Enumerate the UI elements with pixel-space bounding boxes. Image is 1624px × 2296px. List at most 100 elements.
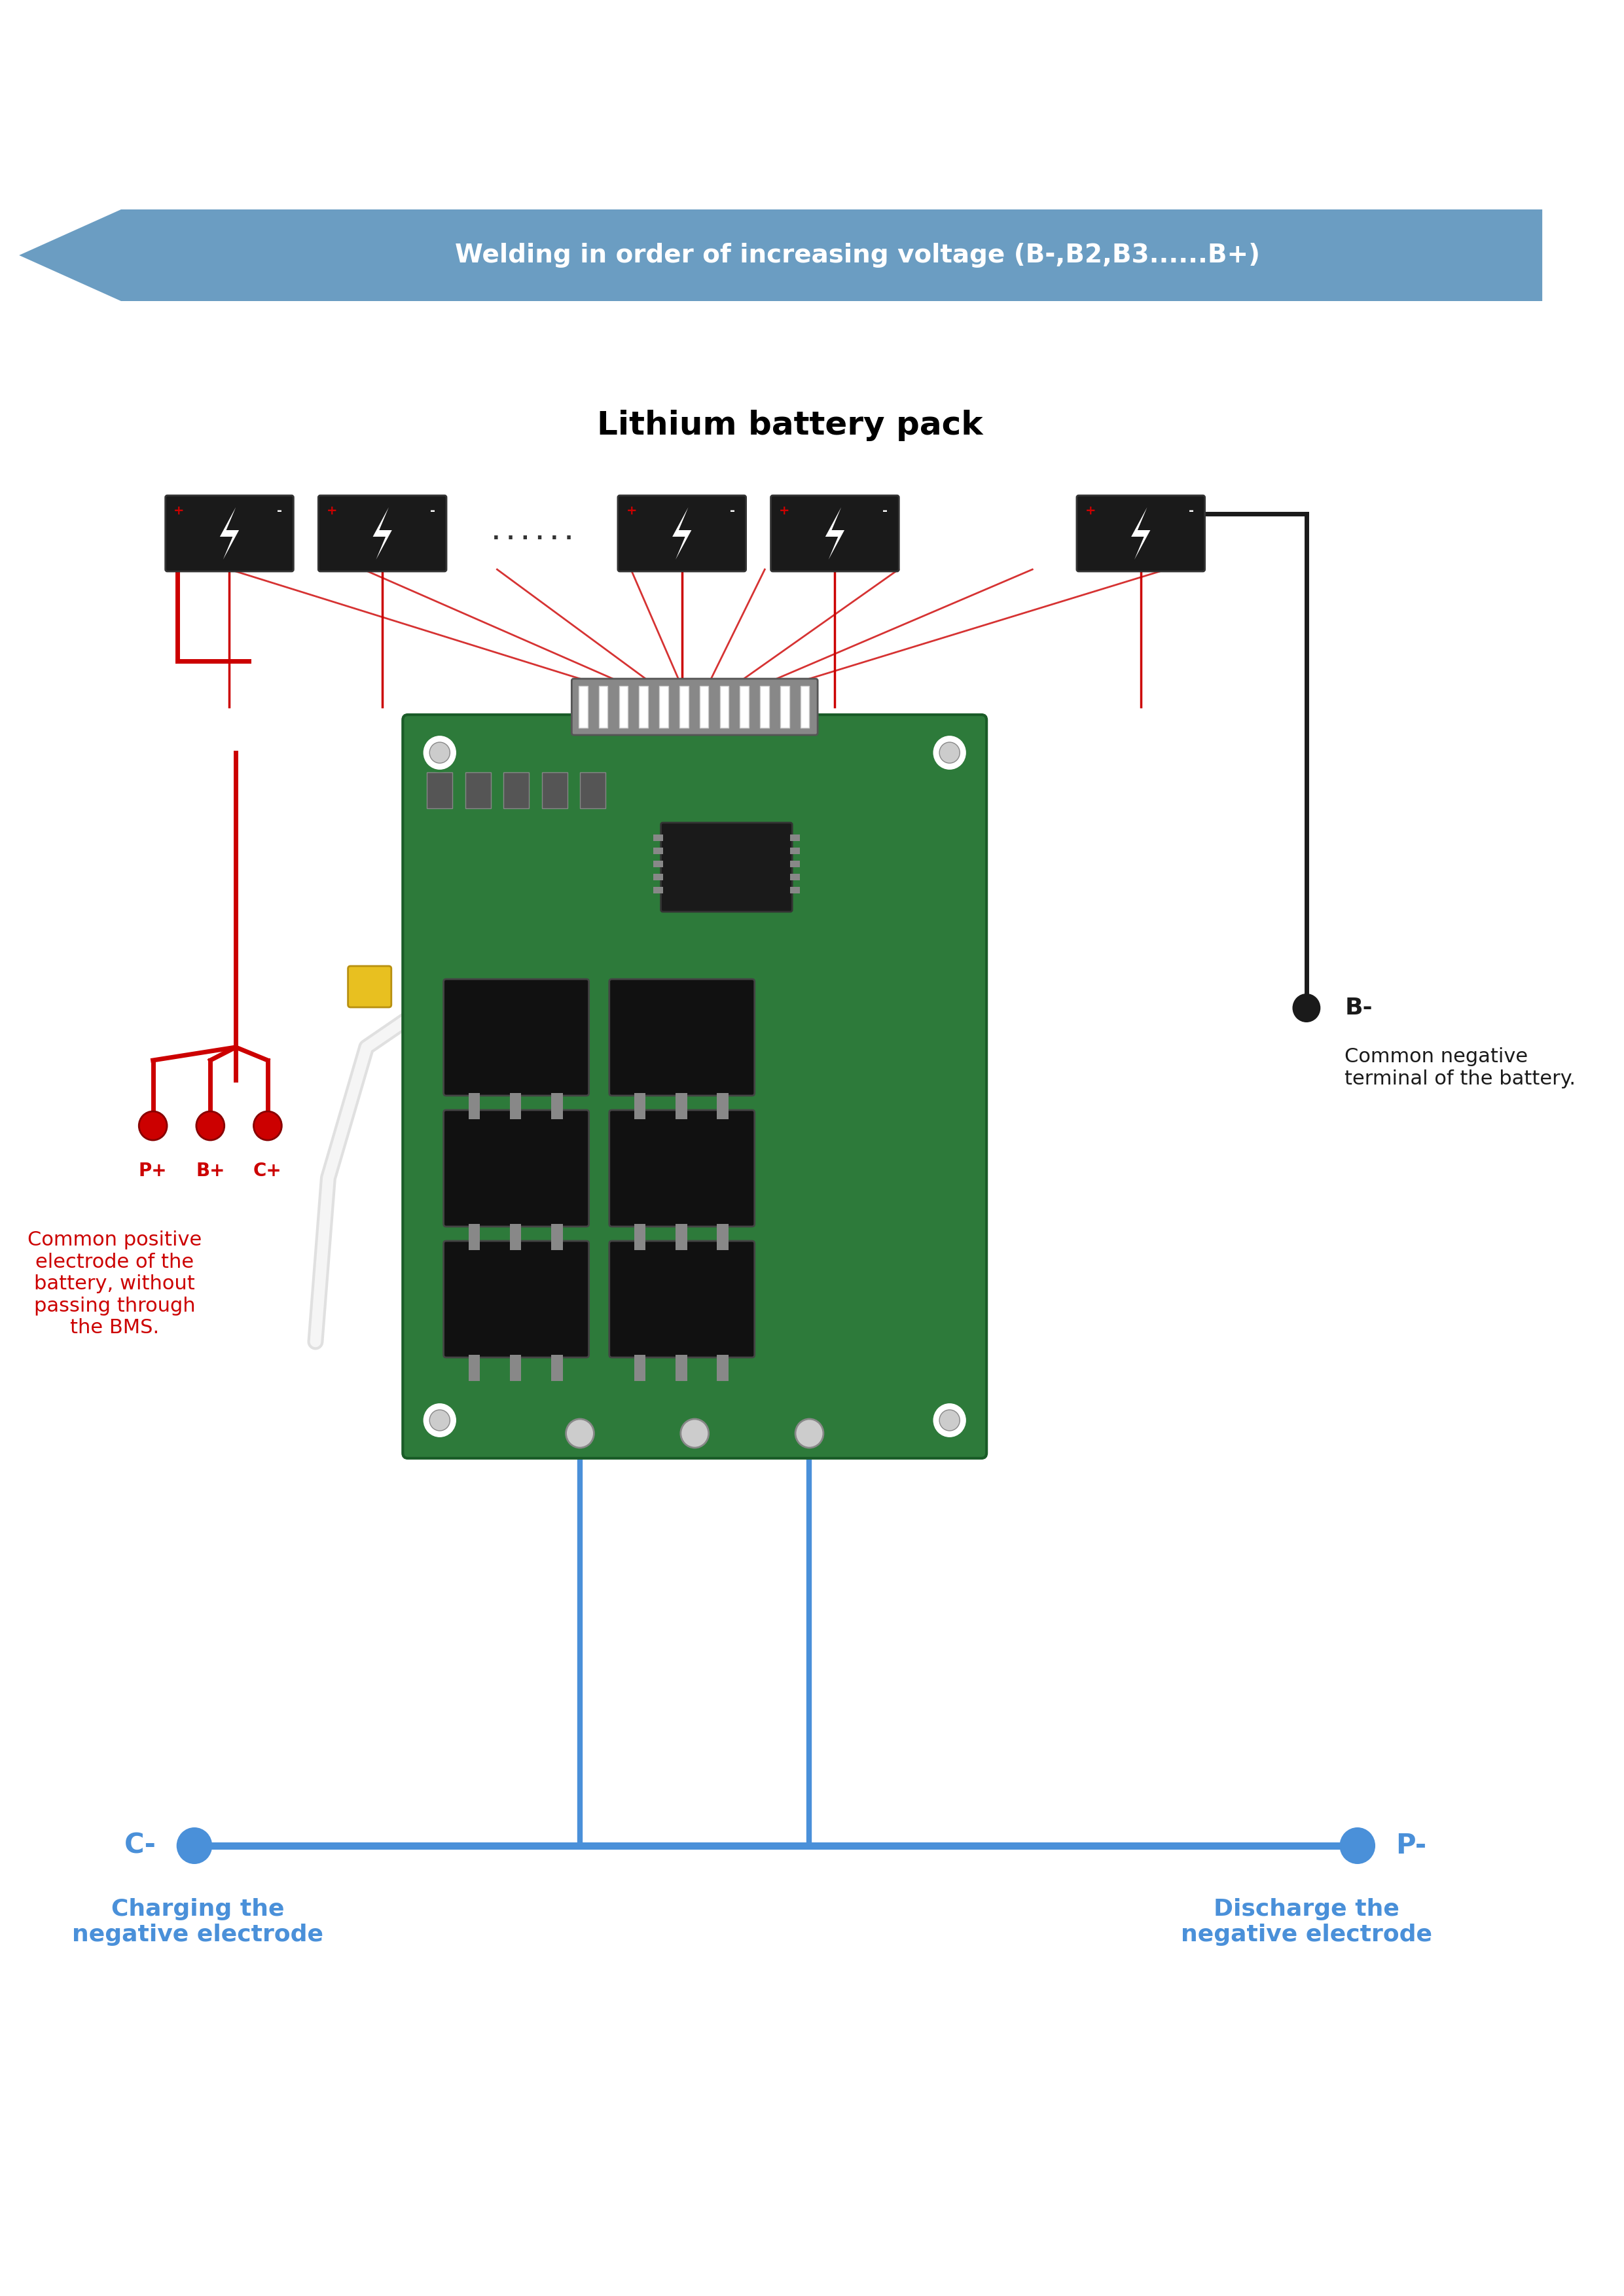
Text: Welding in order of increasing voltage (B-,B2,B3......B+): Welding in order of increasing voltage (… [455,243,1260,269]
FancyBboxPatch shape [443,1109,590,1226]
Bar [510,1224,521,1249]
FancyBboxPatch shape [1077,496,1205,572]
Bar [510,1093,521,1118]
Text: P+: P+ [138,1162,167,1180]
Bar [791,847,799,854]
Text: -: - [278,505,283,517]
Text: +: + [627,505,637,517]
Bar [464,771,490,808]
Text: B+: B+ [197,1162,224,1180]
FancyBboxPatch shape [318,496,447,572]
Bar [791,886,799,893]
Circle shape [796,1419,823,1449]
Text: -: - [430,505,435,517]
Bar [700,687,708,728]
Bar [679,687,689,728]
Text: Lithium battery pack: Lithium battery pack [598,409,983,441]
Text: Charging the
negative electrode: Charging the negative electrode [71,1899,323,1947]
Polygon shape [672,507,692,560]
Bar [653,833,663,840]
Text: Discharge the
negative electrode: Discharge the negative electrode [1181,1899,1432,1947]
Circle shape [932,1403,968,1440]
Bar [653,886,663,893]
Bar [716,1093,729,1118]
FancyBboxPatch shape [166,496,294,572]
Bar [633,1224,646,1249]
Text: +: + [326,505,338,517]
Circle shape [939,742,960,762]
Circle shape [680,1419,708,1449]
Circle shape [939,1410,960,1430]
Bar [503,771,529,808]
Circle shape [429,742,450,762]
Text: Common negative
terminal of the battery.: Common negative terminal of the battery. [1345,1047,1575,1088]
Circle shape [565,1419,594,1449]
FancyBboxPatch shape [403,714,986,1458]
Circle shape [197,1111,224,1141]
Bar [640,687,648,728]
Bar [653,861,663,868]
FancyBboxPatch shape [617,496,745,572]
Bar [676,1093,687,1118]
Circle shape [1293,994,1320,1022]
FancyBboxPatch shape [443,978,590,1095]
Bar [427,771,453,808]
Bar [510,1355,521,1380]
Bar [551,1355,564,1380]
Bar [791,833,799,840]
Text: B-: B- [1345,996,1372,1019]
Bar [791,875,799,879]
FancyBboxPatch shape [609,1109,755,1226]
Text: -: - [1189,505,1194,517]
Bar [719,687,729,728]
FancyBboxPatch shape [348,967,391,1008]
Circle shape [422,1403,458,1440]
Text: Common positive
electrode of the
battery, without
passing through
the BMS.: Common positive electrode of the battery… [28,1231,201,1336]
Bar [801,687,809,728]
Polygon shape [374,507,391,560]
Circle shape [177,1828,213,1864]
Circle shape [932,735,968,771]
Bar [542,771,567,808]
Circle shape [253,1111,281,1141]
Text: P-: P- [1395,1832,1426,1860]
Polygon shape [1132,507,1150,560]
FancyBboxPatch shape [443,1240,590,1357]
Bar [653,875,663,879]
FancyBboxPatch shape [661,822,793,912]
Circle shape [429,1410,450,1430]
Bar [468,1093,479,1118]
Polygon shape [19,209,1543,301]
Bar [468,1355,479,1380]
Bar [659,687,667,728]
Bar [760,687,770,728]
Bar [716,1224,729,1249]
Bar [599,687,607,728]
Polygon shape [825,507,844,560]
Circle shape [1340,1828,1376,1864]
Text: -: - [882,505,888,517]
Circle shape [140,1111,167,1141]
Bar [580,771,606,808]
Polygon shape [219,507,239,560]
Circle shape [422,735,458,771]
Bar [619,687,628,728]
FancyBboxPatch shape [572,680,817,735]
Bar [791,861,799,868]
Bar [633,1093,646,1118]
Text: C-: C- [123,1832,156,1860]
Bar [676,1355,687,1380]
Bar [741,687,749,728]
Bar [551,1224,564,1249]
Bar [578,687,588,728]
Bar [676,1224,687,1249]
Bar [551,1093,564,1118]
Bar [653,847,663,854]
FancyBboxPatch shape [609,978,755,1095]
Text: +: + [1085,505,1096,517]
Bar [780,687,789,728]
Text: C+: C+ [253,1162,283,1180]
Bar [716,1355,729,1380]
Text: -: - [729,505,736,517]
Bar [633,1355,646,1380]
